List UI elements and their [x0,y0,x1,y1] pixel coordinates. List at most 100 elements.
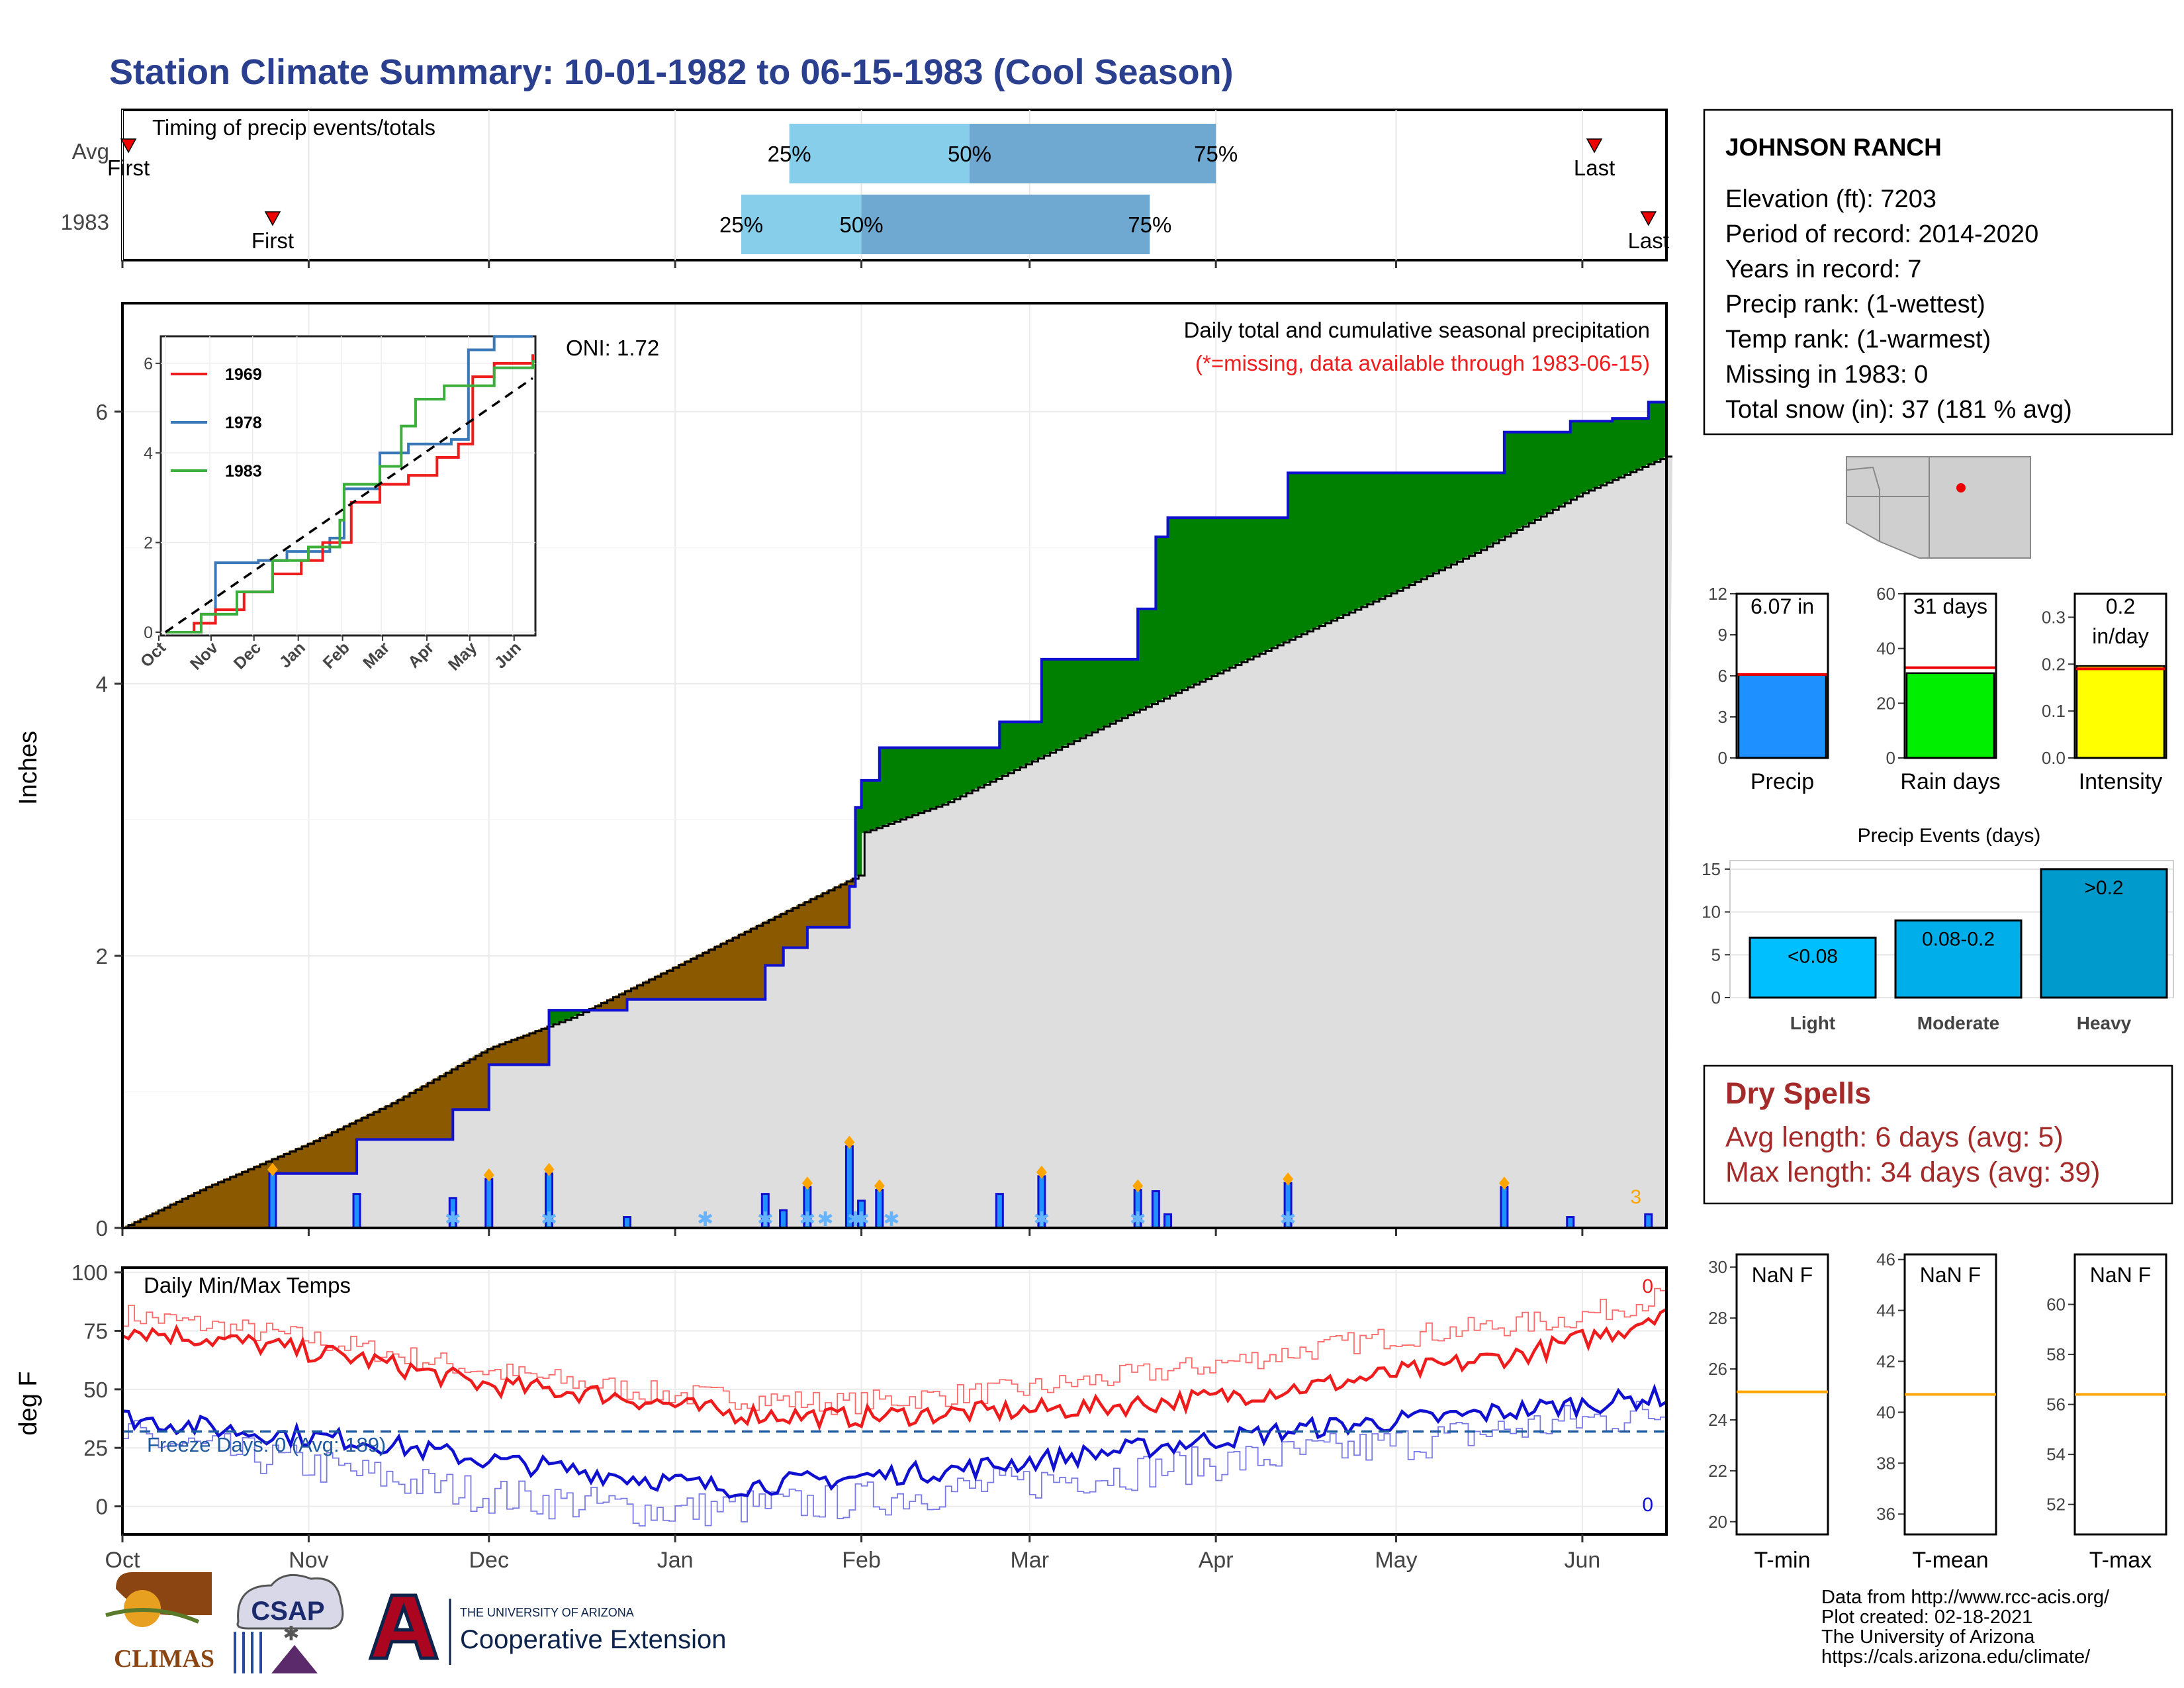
temp-box-y-tick-label: 20 [1708,1512,1727,1532]
timing-bar-50-75 [861,195,1150,254]
timing-bar-50-75 [969,124,1216,183]
inset-line-1983 [165,360,534,633]
heavy-event-marker-icon [267,1162,278,1176]
temp-box-name: T-min [1754,1548,1811,1573]
max-temp-1983-line [122,1307,1668,1431]
precip-missing-note: (*=missing, data available through 1983-… [1195,351,1650,375]
heavy-event-marker-icon [1132,1179,1144,1193]
temps-x-tick-label: Dec [469,1548,509,1573]
summary-frame [2073,592,2167,759]
precip-events-chart: Precip Events (days) 0 5 10 15 <0.08 Light 0.0… [1702,825,2174,1033]
temp-box-y-tick-label: 46 [1876,1250,1895,1270]
page-title: Station Climate Summary: 10-01-1982 to 0… [109,52,1234,92]
first-event-marker-icon [264,211,281,226]
temp-box-y-tick-label: 24 [1708,1410,1727,1430]
temp-box-y-tick-label: 58 [2046,1344,2066,1364]
timing-p75-label: 75% [1128,212,1171,237]
summary-y-tick-label: 60 [1876,584,1895,604]
climas-text: CLIMAS [114,1645,214,1673]
events-category-label: Moderate [1917,1013,1999,1033]
summary-y-tick-label: 20 [1876,693,1895,713]
temp-box-y-tick-label: 44 [1876,1301,1895,1321]
temps-y-axis: 0 25 50 75 100 [71,1260,122,1519]
temps-x-tick-label: Oct [105,1548,140,1573]
station-name: JOHNSON RANCH [1725,134,1942,161]
events-bar-label: >0.2 [2084,877,2123,899]
temp-box-y-tick-label: 30 [1708,1257,1727,1277]
summary-y-tick-label: 12 [1708,584,1727,604]
temp-box-y-tick-label: 38 [1876,1453,1895,1473]
daily-precip-bar [995,1193,1004,1229]
inset-frame [159,335,537,637]
heavy-event-marker-icon [874,1179,885,1193]
events-bar-label: <0.08 [1788,945,1838,967]
inset-legend-label: 1969 [225,365,262,384]
csap-rain-icon [234,1632,262,1673]
timing-p50-label: 50% [840,212,884,237]
heavy-event-marker-icon [1283,1172,1294,1186]
temps-y-label: deg F [15,1371,42,1435]
daily-precip-bar [1500,1186,1509,1229]
summary-bar-1 [1905,672,1995,759]
heavy-event-marker-icon [483,1168,494,1182]
summary-frame [1903,592,1997,759]
dry-spells-box: Dry Spells Avg length: 6 days (avg: 5) M… [1703,1064,2173,1205]
temps-panel: 0 25 50 75 100 Oct Nov Dec Jan Feb Mar Apr May Jun d… [15,1260,1668,1573]
temps-y-tick-label: 25 [83,1436,108,1460]
temps-x-tick-label: May [1375,1548,1417,1573]
summary-y-tick-label: 40 [1876,639,1895,659]
ua-line-2: Cooperative Extension [460,1625,726,1654]
precip-events-title: Precip Events (days) [1858,825,2041,847]
temp-box-y-tick-label: 36 [1876,1504,1895,1524]
temps-plot [122,1288,1668,1526]
station-info-line: Precip rank: (1-wettest) [1725,291,1985,318]
events-category-label: Light [1790,1013,1835,1033]
events-bar-label: 0.08-0.2 [1922,929,1995,951]
summary-y-tick-label: 9 [1718,625,1727,645]
station-info-line: Temp rank: (1-warmest) [1725,326,1991,353]
temps-x-tick-label: Jan [657,1548,694,1573]
inset-legend: 1969 1978 1983 [171,365,262,481]
heavy-event-marker-icon [801,1176,813,1190]
avg-cumulative-area [122,456,1673,1229]
temp-box-y-tick-label: 22 [1708,1461,1727,1481]
missing-count: 3 [1630,1186,1641,1208]
events-bar-heavy [2040,868,2168,999]
last-event-marker-icon [1586,138,1603,154]
inset-y-tick-label: 6 [144,355,153,373]
station-info-line: Missing in 1983: 0 [1725,361,1928,389]
timing-row-1983-label: 1983 [61,210,109,234]
daily-precip-bar [1151,1190,1160,1229]
temp-box-y-tick-label: 42 [1876,1352,1895,1372]
daily-precip-bar [623,1216,632,1229]
temp-box-value-label: NaN F [2090,1263,2151,1287]
station-info-box: JOHNSON RANCH Elevation (ft): 7203 Period… [1703,109,2173,436]
oni-label: ONI: 1.72 [566,336,659,360]
observed-cumulative-line [122,400,1666,1229]
station-location-marker [1956,483,1966,492]
events-y-tick-label: 15 [1702,859,1721,879]
daily-precip-bar [268,1172,277,1229]
inset-legend-label: 1978 [225,414,262,432]
precip-y-tick-label: 4 [96,672,108,696]
station-lines: Elevation (ft): 7203 Period of record: 20… [1725,185,2072,424]
daily-precip-bar [875,1188,884,1229]
temps-grid [122,1268,1666,1534]
summary-value-label: 6.07 in [1751,594,1814,618]
summary-bar-name: Precip [1751,769,1814,794]
first-event-label: First [251,228,294,253]
inset-plot [161,335,535,635]
station-info-line: Total snow (in): 37 (181 % avg) [1725,396,2072,424]
summary-bar-2 [2075,665,2165,759]
summary-y-tick-label: 6 [1718,666,1727,686]
timing-p25-label: 25% [719,212,763,237]
temps-y-tick-label: 50 [83,1378,108,1402]
last-event-label: Last [1574,156,1615,180]
timing-p50-label: 50% [948,142,991,166]
ua-a-icon [368,1593,439,1660]
summary-y-tick-label: 0 [1886,748,1895,768]
station-info-line: Elevation (ft): 7203 [1725,185,1936,213]
map-border-line [1846,457,1880,541]
precip-y-tick-label: 6 [96,400,108,424]
min-temp-1983-line [122,1383,1668,1499]
